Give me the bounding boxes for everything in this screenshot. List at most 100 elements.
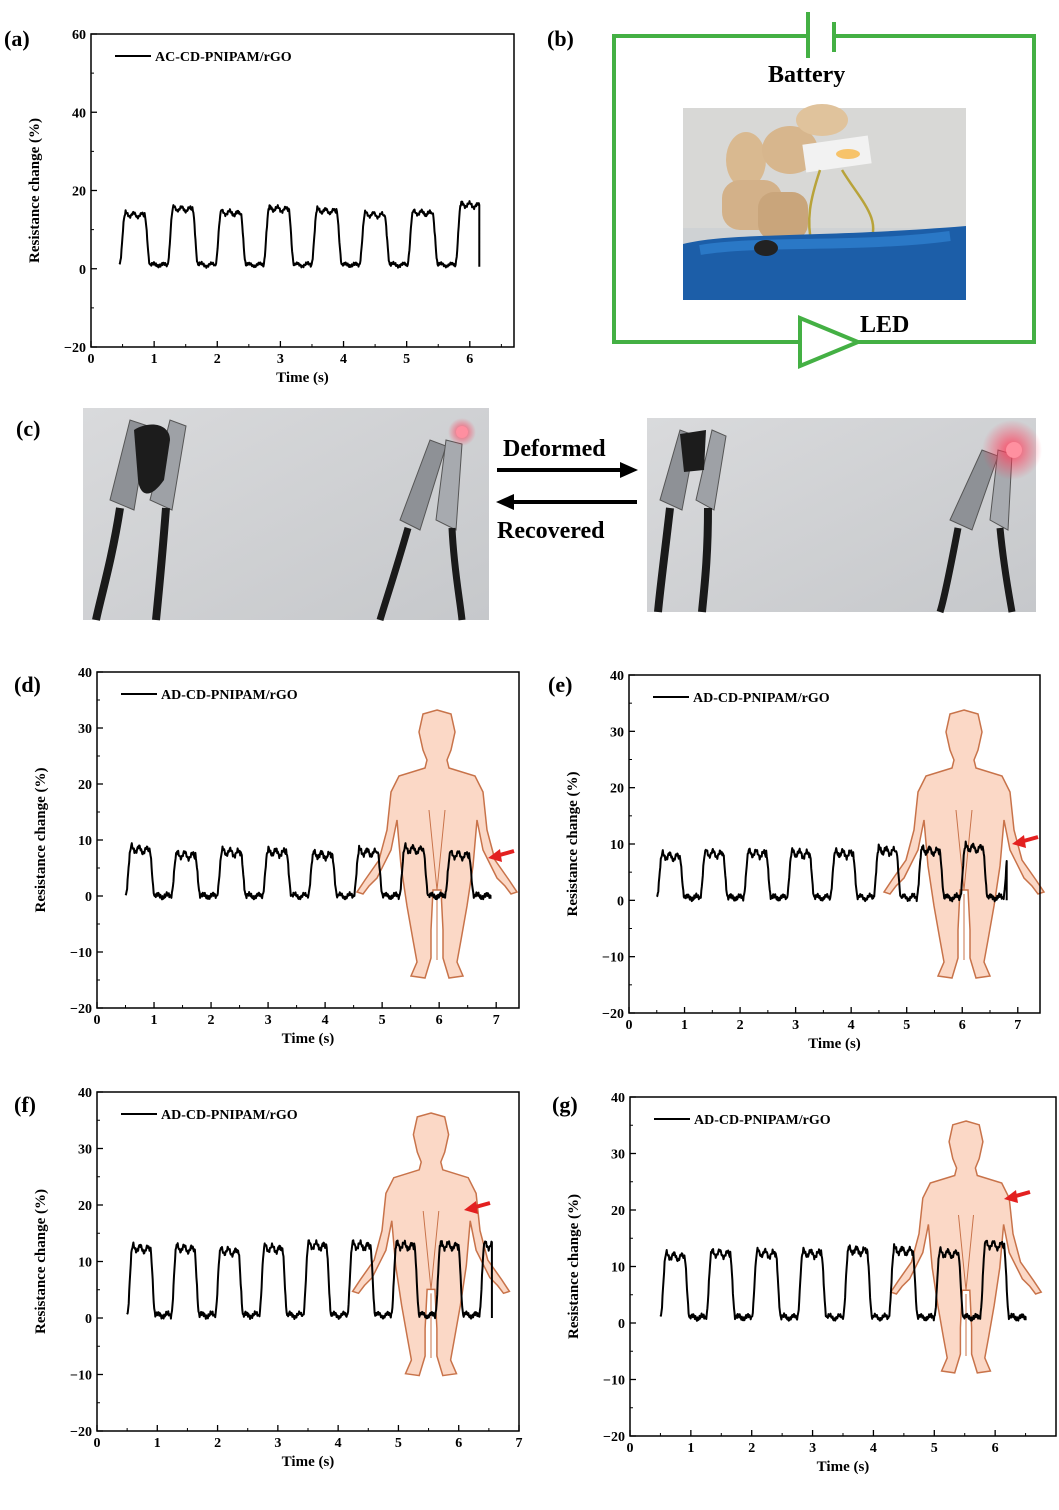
x-axis-label: Time (s): [282, 1031, 335, 1047]
switch-arrows: Deformed Recovered: [496, 436, 638, 544]
legend-label: AD-CD-PNIPAM/rGO: [693, 691, 830, 706]
circuit-wire-top-right: [834, 34, 1036, 344]
x-tick-label: 2: [748, 1441, 755, 1456]
y-tick-label: −10: [70, 1369, 92, 1384]
y-tick-label: 30: [611, 1148, 625, 1163]
recovered-label: Recovered: [497, 518, 605, 544]
y-axis-label: Resistance change (%): [566, 1194, 582, 1339]
y-tick-label: 0: [618, 1317, 625, 1332]
y-tick-label: 20: [78, 778, 92, 793]
plot-frame: [90, 33, 515, 348]
location-arrowhead: [488, 849, 502, 862]
x-tick-label: 1: [681, 1018, 688, 1033]
x-tick-label: 4: [848, 1018, 855, 1033]
x-tick-label: 4: [322, 1013, 329, 1028]
body-midline: [955, 809, 973, 891]
y-tick-label: 10: [610, 838, 624, 853]
y-tick-label: 0: [79, 263, 86, 278]
x-tick-label: 0: [94, 1013, 101, 1028]
y-tick-label: 0: [617, 894, 624, 909]
x-tick-label: 1: [151, 352, 158, 367]
mannequin-photo: [683, 104, 966, 300]
y-tick-label: 40: [610, 669, 624, 684]
y-tick-label: 30: [78, 722, 92, 737]
x-tick-label: 5: [379, 1013, 386, 1028]
x-tick-label: 6: [436, 1013, 443, 1028]
led-label: LED: [860, 312, 909, 338]
led-photo-right: [647, 418, 1042, 614]
x-axis-label: Time (s): [282, 1454, 335, 1470]
x-tick-label: 6: [466, 352, 473, 367]
x-tick-label: 5: [931, 1441, 938, 1456]
x-tick-label: 0: [94, 1436, 101, 1451]
panel-label-a: (a): [4, 26, 30, 51]
x-tick-label: 7: [493, 1013, 500, 1028]
x-tick-label: 6: [455, 1436, 462, 1451]
circuit-wire-top-left: [612, 34, 808, 344]
chart-f: 0 1 2 3 4 5 6 7 −20 −10 0 10 20 30 40 Time (s) Resistanc…: [33, 1086, 523, 1470]
location-arrowhead: [464, 1201, 478, 1214]
panel-label-f: (f): [14, 1092, 36, 1117]
y-tick-label: −10: [70, 946, 92, 961]
y-tick-label: 30: [610, 725, 624, 740]
y-tick-label: 20: [78, 1199, 92, 1214]
x-tick-label: 3: [792, 1018, 799, 1033]
led-photo-left: [83, 408, 489, 622]
x-tick-label: 3: [274, 1436, 281, 1451]
y-tick-label: −20: [70, 1425, 92, 1440]
x-tick-label: 3: [265, 1013, 272, 1028]
deformed-arrowhead: [620, 462, 638, 478]
led-triangle-symbol: [798, 315, 864, 369]
battery-label: Battery: [768, 62, 845, 88]
x-tick-label: 2: [214, 352, 221, 367]
chart-g: 0 1 2 3 4 5 6 −20 −10 0 10 20 30 40 Time (s) Resistance…: [566, 1091, 1057, 1475]
y-tick-label: 10: [611, 1261, 625, 1276]
y-tick-label: −20: [603, 1430, 625, 1445]
x-tick-label: 5: [395, 1436, 402, 1451]
series-line: [118, 200, 481, 269]
x-tick-label: 1: [687, 1441, 694, 1456]
y-tick-label: −20: [602, 1007, 624, 1022]
x-tick-label: 2: [737, 1018, 744, 1033]
x-tick-label: 1: [151, 1013, 158, 1028]
y-tick-label: −10: [602, 951, 624, 966]
y-tick-label: 40: [611, 1091, 625, 1106]
y-tick-label: 40: [78, 666, 92, 681]
x-axis-label: Time (s): [808, 1036, 861, 1052]
body-midline: [422, 1210, 440, 1290]
y-tick-label: 20: [611, 1204, 625, 1219]
x-tick-label: 0: [627, 1441, 634, 1456]
series-line: [124, 842, 492, 901]
x-tick-label: 4: [340, 352, 347, 367]
legend-label: AD-CD-PNIPAM/rGO: [161, 688, 298, 703]
y-axis-label: Resistance change (%): [33, 1189, 49, 1334]
x-axis-label: Time (s): [276, 370, 329, 386]
y-tick-label: 0: [85, 1312, 92, 1327]
x-tick-label: 6: [959, 1018, 966, 1033]
y-tick-label: 60: [72, 28, 86, 43]
chart-e: 0 1 2 3 4 5 6 7 −20 −10 0 10 20 30 40 Time (s) Resistanc…: [565, 669, 1046, 1052]
panel-label-g: (g): [552, 1092, 578, 1117]
x-tick-label: 0: [626, 1018, 633, 1033]
y-axis-label: Resistance change (%): [565, 772, 581, 917]
y-axis-label: Resistance change (%): [27, 118, 43, 263]
y-tick-label: −20: [70, 1002, 92, 1017]
y-tick-label: −20: [64, 341, 86, 356]
panel-label-c: (c): [16, 416, 40, 441]
x-tick-label: 7: [516, 1436, 523, 1451]
y-tick-label: −10: [603, 1374, 625, 1389]
legend-label: AC-CD-PNIPAM/rGO: [155, 50, 292, 65]
x-tick-label: 5: [403, 352, 410, 367]
panel-label-e: (e): [548, 672, 572, 697]
x-tick-label: 3: [809, 1441, 816, 1456]
y-tick-label: 30: [78, 1143, 92, 1158]
y-tick-label: 0: [85, 890, 92, 905]
y-tick-label: 20: [610, 782, 624, 797]
body-midline: [428, 809, 446, 891]
y-tick-label: 40: [72, 106, 86, 121]
x-axis-label: Time (s): [817, 1459, 870, 1475]
x-tick-label: 7: [1014, 1018, 1021, 1033]
chart-d: 0 1 2 3 4 5 6 7 −20 −10 0 10 20 30 40 Time (s) Resistanc…: [33, 666, 520, 1047]
x-tick-label: 4: [870, 1441, 877, 1456]
